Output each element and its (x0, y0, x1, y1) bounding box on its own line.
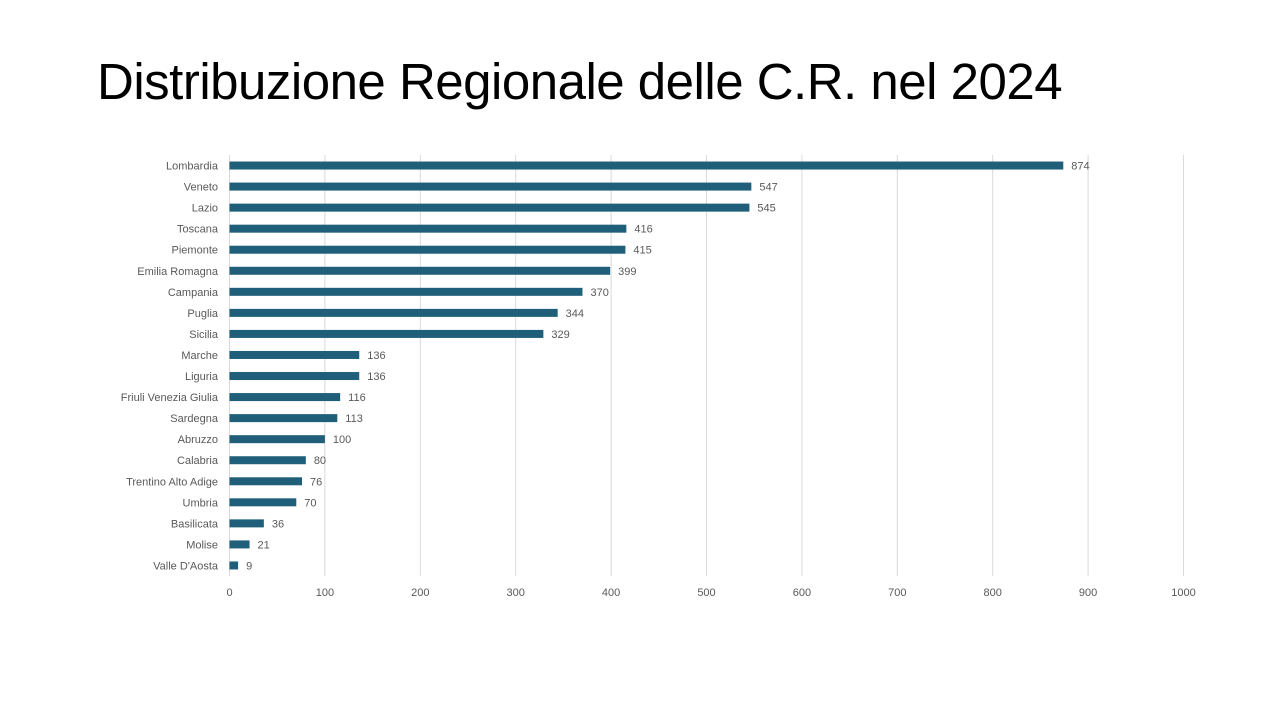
bar (229, 414, 338, 423)
bars (229, 161, 1064, 570)
data-labels: 8745475454164153993703443291361361161131… (246, 161, 1090, 573)
data-label: 547 (759, 182, 777, 194)
x-tick-label: 400 (602, 587, 620, 599)
x-tick-label: 800 (984, 587, 1002, 599)
category-label: Basilicata (171, 518, 219, 530)
bar (229, 329, 544, 338)
data-label: 9 (246, 560, 252, 572)
data-label: 21 (258, 539, 270, 551)
category-label: Valle D'Aosta (153, 560, 219, 572)
data-label: 370 (590, 287, 608, 299)
x-tick-label: 900 (1079, 587, 1097, 599)
category-label: Emilia Romagna (137, 266, 219, 278)
data-label: 416 (634, 224, 652, 236)
category-label: Umbria (183, 497, 219, 509)
data-label: 344 (566, 308, 584, 320)
data-label: 136 (367, 371, 385, 383)
category-label: Liguria (185, 371, 219, 383)
data-label: 329 (551, 329, 569, 341)
data-label: 36 (272, 518, 284, 530)
x-tick-label: 100 (316, 587, 334, 599)
bar (229, 287, 583, 296)
data-label: 116 (348, 392, 366, 404)
bar (229, 372, 360, 381)
x-tick-label: 200 (411, 587, 429, 599)
data-label: 874 (1071, 161, 1089, 173)
gridlines (229, 155, 1184, 576)
category-label: Marche (181, 350, 218, 362)
data-label: 136 (367, 350, 385, 362)
category-label: Piemonte (172, 245, 218, 257)
category-label: Puglia (187, 308, 218, 320)
bar (229, 266, 611, 275)
data-label: 113 (345, 413, 363, 425)
category-label: Sardegna (170, 413, 219, 425)
x-tick-label: 1000 (1171, 587, 1195, 599)
category-label: Veneto (184, 182, 218, 194)
bar (229, 182, 752, 191)
bar (229, 224, 627, 233)
bar (229, 308, 558, 317)
data-label: 415 (633, 245, 651, 257)
x-tick-label: 0 (226, 587, 232, 599)
category-label: Campania (168, 287, 219, 299)
category-label: Friuli Venezia Giulia (121, 392, 219, 404)
bar (229, 477, 303, 486)
data-label: 399 (618, 266, 636, 278)
data-label: 100 (333, 434, 351, 446)
bar (229, 540, 250, 549)
bar (229, 161, 1064, 170)
category-label: Calabria (177, 455, 219, 467)
bar (229, 498, 297, 507)
bar (229, 245, 626, 254)
bar (229, 393, 341, 402)
category-label: Molise (186, 539, 218, 551)
bar (229, 203, 750, 212)
category-labels: Lombardia Veneto Lazio Toscana Piemonte Emili… (121, 161, 219, 573)
x-tick-label: 600 (793, 587, 811, 599)
x-tick-label: 500 (697, 587, 715, 599)
bar (229, 519, 264, 528)
category-label: Sicilia (189, 329, 219, 341)
category-label: Toscana (177, 224, 219, 236)
data-label: 80 (314, 455, 326, 467)
slide-title: Distribuzione Regionale delle C.R. nel 2… (97, 53, 1063, 110)
bar (229, 435, 325, 444)
category-label: Abruzzo (178, 434, 218, 446)
bar (229, 350, 360, 359)
category-label: Trentino Alto Adige (126, 476, 218, 488)
data-label: 76 (310, 476, 322, 488)
category-label: Lazio (192, 203, 218, 215)
bar (229, 561, 239, 570)
data-label: 545 (757, 203, 775, 215)
x-tick-labels: 0 100 200 300 400 500 600 700 800 900 1000 (226, 587, 1195, 599)
data-label: 70 (304, 497, 316, 509)
bar (229, 456, 306, 465)
x-tick-label: 300 (507, 587, 525, 599)
category-label: Lombardia (166, 161, 219, 173)
x-tick-label: 700 (888, 587, 906, 599)
